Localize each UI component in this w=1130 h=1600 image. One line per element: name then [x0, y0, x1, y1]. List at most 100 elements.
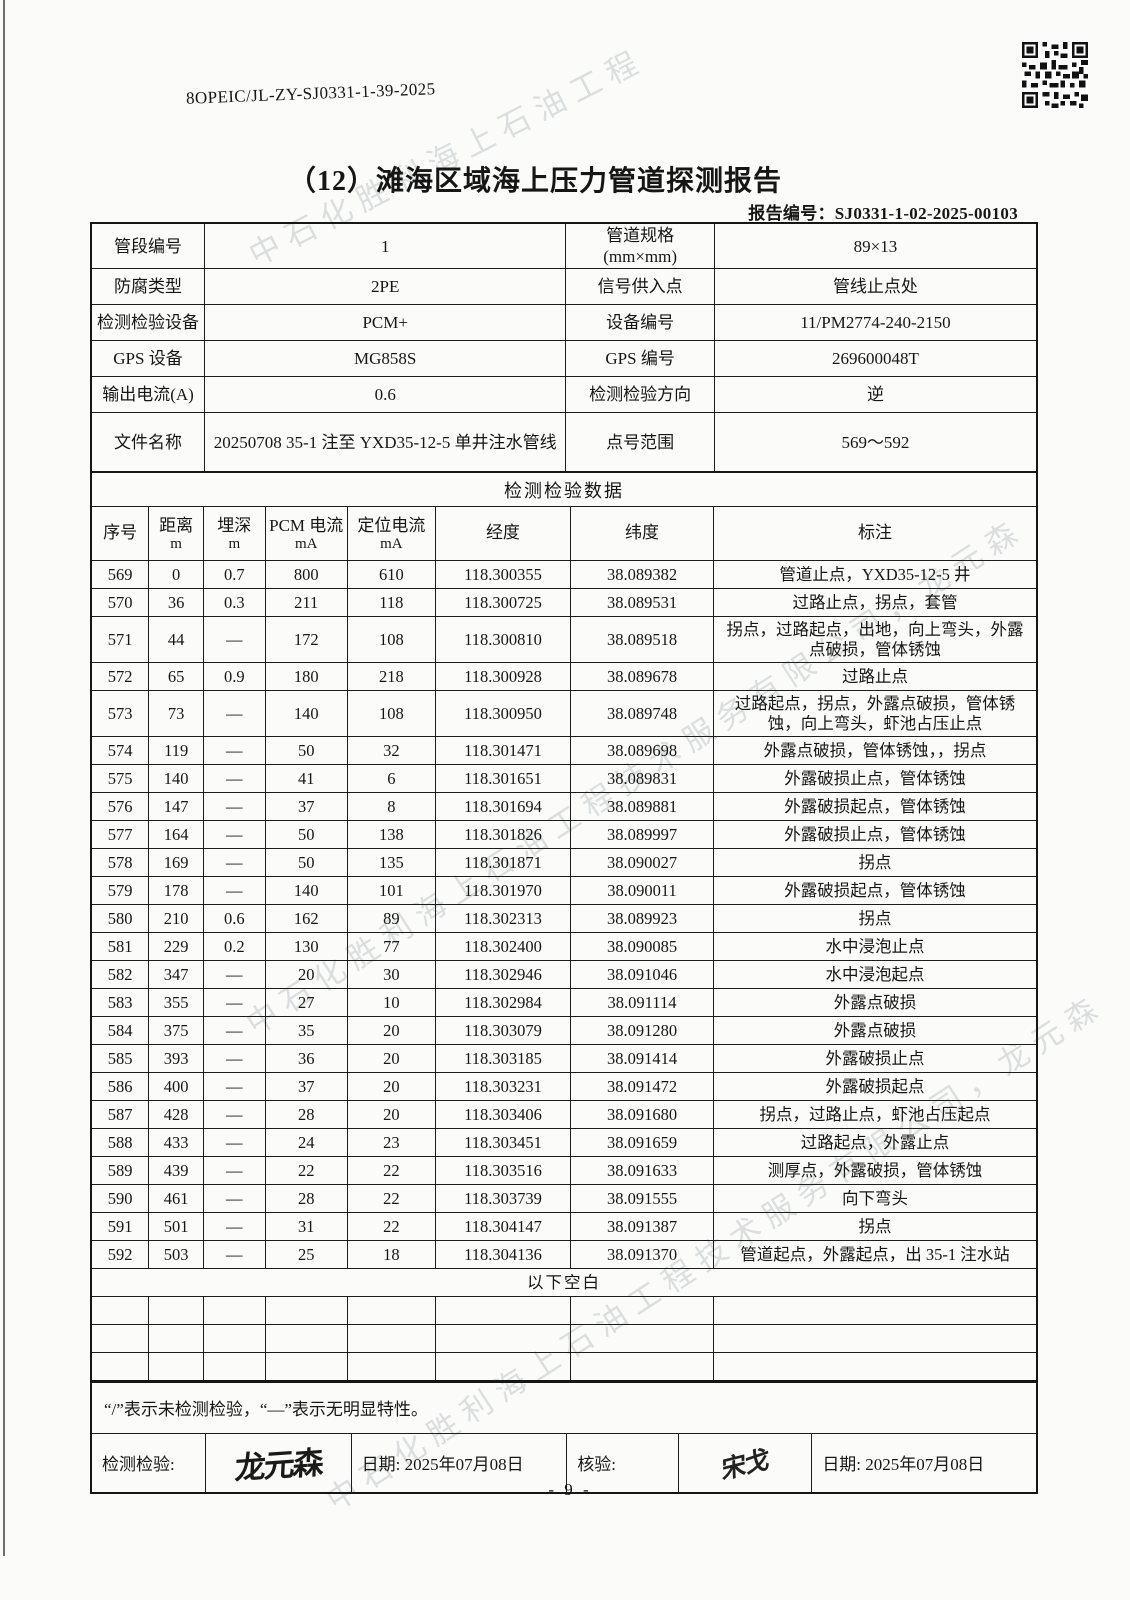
meta-row: 管段编号 1 管道规格(mm×mm) 89×13: [90, 222, 1038, 269]
cell-latitude: 38.089698: [570, 736, 714, 766]
table-row: 590 461 — 28 22 118.303739 38.091555 向下弯…: [90, 1184, 1038, 1214]
empty-row: [90, 1324, 1038, 1354]
column-header: 经度: [434, 506, 572, 562]
section-banner-row: 检测检验数据: [90, 471, 1038, 508]
cell-distance: 210: [148, 904, 205, 934]
cell-distance: 461: [148, 1184, 205, 1214]
column-header: PCM 电流 mA: [264, 506, 348, 562]
cell-distance: 433: [148, 1128, 205, 1158]
cell-annotation: 向下弯头: [712, 1184, 1038, 1214]
empty-cell: [148, 1296, 205, 1326]
cell-latitude: 38.090085: [570, 932, 714, 962]
cell-serial: 581: [90, 932, 150, 962]
cell-latitude: 38.091414: [570, 1044, 714, 1074]
cell-pcm-current: 140: [264, 876, 348, 906]
cell-serial: 585: [90, 1044, 150, 1074]
cell-locating-current: 18: [346, 1240, 436, 1270]
cell-pcm-current: 27: [264, 988, 348, 1018]
column-header: 标注: [712, 506, 1038, 562]
cell-latitude: 38.089531: [570, 588, 714, 618]
cell-pcm-current: 24: [264, 1128, 348, 1158]
cell-latitude: 38.091046: [570, 960, 714, 990]
cell-annotation: 过路止点: [712, 662, 1038, 692]
empty-cell: [434, 1352, 572, 1382]
qr-code-icon: [1022, 42, 1088, 108]
column-header-title: 标注: [857, 523, 892, 543]
column-header-title: 序号: [103, 523, 138, 543]
cell-serial: 569: [90, 560, 150, 590]
column-header: 距离 m: [148, 506, 205, 562]
cell-longitude: 118.301871: [434, 848, 572, 878]
cell-latitude: 38.089881: [570, 792, 714, 822]
report-tables: 管段编号 1 管道规格(mm×mm) 89×13 防腐类型 2PE 信号供入点 …: [90, 222, 1038, 1494]
empty-cell: [712, 1324, 1038, 1354]
cell-depth: —: [203, 1128, 266, 1158]
meta-value: 569～592: [713, 412, 1038, 473]
cell-latitude: 38.091555: [570, 1184, 714, 1214]
empty-cell: [570, 1296, 714, 1326]
inspector-signature: 龙元森: [204, 1432, 352, 1494]
legend-note-row: “/”表示未检测检验，“—”表示无明显特性。: [90, 1381, 1038, 1434]
cell-locating-current: 610: [346, 560, 436, 590]
cell-depth: —: [203, 690, 266, 738]
cell-annotation: 外露点破损: [712, 988, 1038, 1018]
verification-date: 日期: 2025年07月08日: [811, 1432, 1038, 1494]
meta-row: GPS 设备 MG858S GPS 编号 269600048T: [90, 340, 1038, 377]
empty-cell: [712, 1296, 1038, 1326]
cell-longitude: 118.301694: [434, 792, 572, 822]
table-row: 591 501 — 31 22 118.304147 38.091387 拐点: [90, 1212, 1038, 1242]
meta-label: 防腐类型: [90, 268, 206, 305]
cell-locating-current: 22: [346, 1156, 436, 1186]
cell-longitude: 118.302984: [434, 988, 572, 1018]
cell-longitude: 118.303185: [434, 1044, 572, 1074]
empty-cell: [712, 1352, 1038, 1382]
cell-depth: —: [203, 764, 266, 794]
cell-latitude: 38.091472: [570, 1072, 714, 1102]
cell-distance: 169: [148, 848, 205, 878]
empty-cell: [264, 1324, 348, 1354]
column-header: 定位电流 mA: [346, 506, 436, 562]
cell-serial: 578: [90, 848, 150, 878]
cell-depth: —: [203, 1212, 266, 1242]
table-row: 579 178 — 140 101 118.301970 38.090011 外…: [90, 876, 1038, 906]
table-row: 584 375 — 35 20 118.303079 38.091280 外露点…: [90, 1016, 1038, 1046]
cell-annotation: 拐点，过路止点，虾池占压起点: [712, 1100, 1038, 1130]
cell-annotation: 外露破损起点，管体锈蚀: [712, 792, 1038, 822]
cell-distance: 65: [148, 662, 205, 692]
cell-longitude: 118.301970: [434, 876, 572, 906]
cell-distance: 164: [148, 820, 205, 850]
table-row: 583 355 — 27 10 118.302984 38.091114 外露点…: [90, 988, 1038, 1018]
scan-binding-edge: [3, 0, 5, 1556]
cell-latitude: 38.091387: [570, 1212, 714, 1242]
cell-longitude: 118.303406: [434, 1100, 572, 1130]
table-row: 570 36 0.3 211 118 118.300725 38.089531 …: [90, 588, 1038, 618]
meta-label: 管道规格(mm×mm): [565, 222, 715, 269]
meta-value: 2PE: [204, 268, 567, 305]
cell-locating-current: 118: [346, 588, 436, 618]
cell-serial: 580: [90, 904, 150, 934]
cell-longitude: 118.304147: [434, 1212, 572, 1242]
table-row: 588 433 — 24 23 118.303451 38.091659 过路起…: [90, 1128, 1038, 1158]
cell-serial: 575: [90, 764, 150, 794]
signature-row: 检测检验: 龙元森 日期: 2025年07月08日 核验: 宋戈 日期: 202…: [90, 1432, 1038, 1494]
cell-pcm-current: 31: [264, 1212, 348, 1242]
cell-annotation: 水中浸泡起点: [712, 960, 1038, 990]
cell-distance: 119: [148, 736, 205, 766]
empty-cell: [264, 1352, 348, 1382]
cell-depth: —: [203, 1156, 266, 1186]
cell-annotation: 过路起点，外露止点: [712, 1128, 1038, 1158]
cell-latitude: 38.091680: [570, 1100, 714, 1130]
column-header-title: 纬度: [625, 523, 659, 543]
footer-table: “/”表示未检测检验，“—”表示无明显特性。 检测检验: 龙元森 日期: 202…: [90, 1380, 1038, 1494]
column-header: 埋深 m: [203, 506, 266, 562]
empty-cell: [203, 1352, 266, 1382]
column-header-unit: [438, 543, 568, 545]
cell-annotation: 外露破损止点: [712, 1044, 1038, 1074]
cell-serial: 586: [90, 1072, 150, 1102]
cell-annotation: 外露点破损: [712, 1016, 1038, 1046]
empty-row: [90, 1352, 1038, 1382]
cell-longitude: 118.303739: [434, 1184, 572, 1214]
cell-distance: 44: [148, 616, 205, 664]
empty-cell: [434, 1324, 572, 1354]
legend-note: “/”表示未检测检验，“—”表示无明显特性。: [90, 1381, 1038, 1434]
